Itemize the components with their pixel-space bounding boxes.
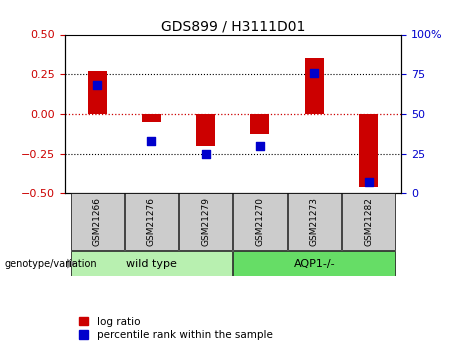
Bar [71, 251, 232, 276]
Text: GSM21276: GSM21276 [147, 197, 156, 246]
Bar [342, 193, 395, 249]
Legend: log ratio, percentile rank within the sample: log ratio, percentile rank within the sa… [79, 317, 272, 340]
Bar [233, 251, 395, 276]
Bar [125, 193, 178, 249]
Bar [305, 58, 324, 114]
Point [148, 138, 155, 144]
Title: GDS899 / H3111D01: GDS899 / H3111D01 [160, 19, 305, 33]
Point [365, 179, 372, 185]
Point [256, 143, 264, 148]
Point [202, 151, 209, 156]
Text: GSM21279: GSM21279 [201, 197, 210, 246]
Bar [359, 114, 378, 187]
Bar [142, 114, 161, 122]
Text: AQP1-/-: AQP1-/- [293, 259, 335, 268]
Bar [71, 193, 124, 249]
Text: GSM21282: GSM21282 [364, 197, 373, 246]
Polygon shape [67, 259, 76, 268]
Text: GSM21266: GSM21266 [93, 197, 101, 246]
Text: genotype/variation: genotype/variation [5, 259, 97, 268]
Bar [88, 71, 106, 114]
Text: GSM21273: GSM21273 [310, 197, 319, 246]
Bar [196, 114, 215, 146]
Point [94, 82, 101, 88]
Bar [288, 193, 341, 249]
Text: GSM21270: GSM21270 [255, 197, 265, 246]
Bar [179, 193, 232, 249]
Bar [250, 114, 269, 135]
Point [311, 70, 318, 75]
Text: wild type: wild type [126, 259, 177, 268]
Bar [233, 193, 287, 249]
